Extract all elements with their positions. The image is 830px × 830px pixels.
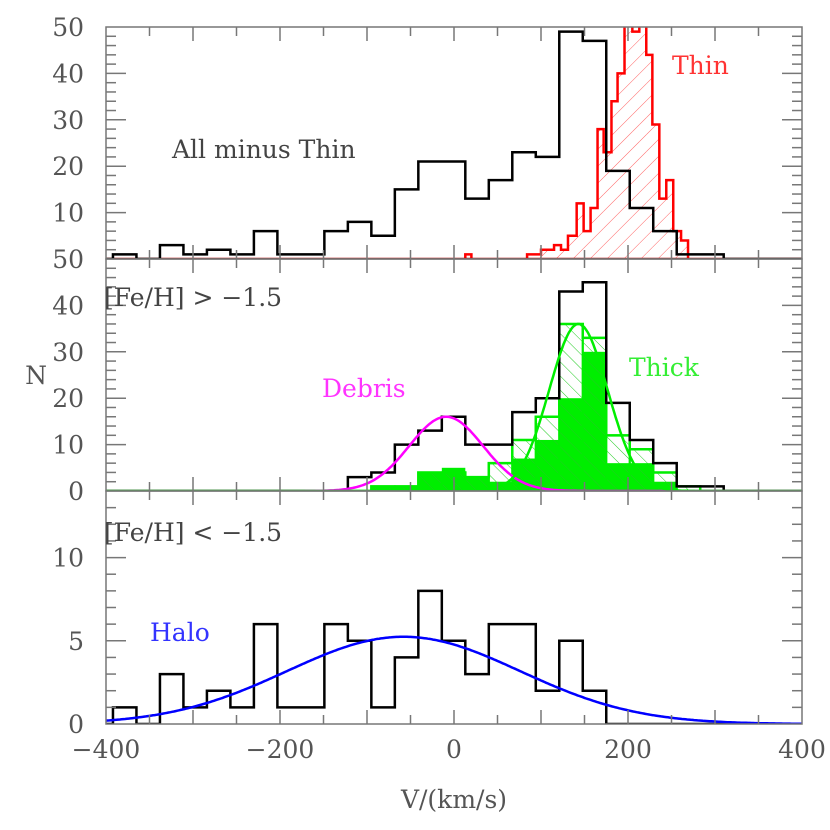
- bar-hatched: [541, 249, 555, 259]
- bar-hatched: [512, 439, 536, 491]
- annotation-debris: Debris: [322, 374, 406, 403]
- bar-hatched: [576, 203, 584, 259]
- histogram-step-all: [106, 589, 802, 724]
- bar-hatched: [567, 235, 577, 259]
- bar-hatched: [582, 337, 607, 491]
- bar-hatched: [629, 449, 654, 491]
- y-tick-label: 5: [68, 627, 84, 656]
- histogram-step-extra: [464, 253, 473, 259]
- y-tick-label: 50: [52, 13, 84, 42]
- histogram-step-all: [106, 280, 802, 491]
- bar-hatched: [597, 129, 604, 259]
- annotation-thin: Thin: [672, 51, 729, 80]
- y-tick-label: 10: [52, 544, 84, 573]
- bar-hatched: [371, 486, 395, 491]
- bar-hatched: [617, 73, 625, 259]
- y-tick-label: 0: [68, 710, 84, 739]
- y-tick-label: 40: [52, 59, 84, 88]
- bar-hatched: [652, 124, 660, 259]
- y-tick-label: 50: [52, 245, 84, 274]
- panel-2: [106, 589, 802, 724]
- bar-hatched: [611, 101, 618, 259]
- bar-hatched: [559, 323, 583, 491]
- gaussian-thick: [106, 322, 802, 491]
- y-tick-label: 10: [52, 199, 84, 228]
- bar-hatched: [590, 207, 598, 259]
- bar-hatched: [465, 477, 489, 491]
- y-tick-label: 40: [52, 291, 84, 320]
- bar-hatched: [554, 245, 562, 259]
- bar-hatched: [603, 152, 612, 259]
- x-tick-label: 0: [446, 735, 462, 764]
- annotation-halo: Halo: [150, 618, 210, 647]
- x-tick-label: −200: [246, 735, 315, 764]
- x-tick-label: 400: [778, 735, 826, 764]
- annotation-feh-high: [Fe/H] > −1.5: [104, 283, 282, 312]
- gaussian-debris: [106, 415, 802, 491]
- bar-hatched: [676, 486, 701, 491]
- y-tick-label: 10: [52, 431, 84, 460]
- x-tick-label: −400: [72, 735, 141, 764]
- gaussian-halo: [106, 635, 802, 724]
- y-tick-label: 0: [68, 477, 84, 506]
- bar-hatched: [418, 472, 442, 491]
- bar-hatched: [561, 249, 568, 259]
- x-tick-label: 200: [604, 735, 652, 764]
- y-tick-label: 20: [52, 384, 84, 413]
- bar-hatched: [681, 240, 689, 259]
- histogram-step-thin: [525, 27, 690, 259]
- y-tick-label: 30: [52, 106, 84, 135]
- histogram-step-thick: [106, 322, 724, 491]
- y-tick-label: 30: [52, 338, 84, 367]
- bar-hatched: [639, 27, 647, 259]
- panel-0: [106, 27, 802, 259]
- bar-hatched: [666, 180, 674, 259]
- annotation-thick: Thick: [629, 353, 700, 382]
- bar-hatched: [527, 254, 541, 259]
- bar-hatched: [535, 416, 560, 491]
- bar-hatched: [583, 231, 591, 259]
- y-axis-label: N: [25, 361, 47, 390]
- bar-hatched: [394, 486, 419, 491]
- x-axis-label: V/(km/s): [400, 785, 507, 814]
- bar-hatched: [659, 198, 667, 259]
- bar-hatched: [632, 31, 640, 259]
- bar-hatched: [606, 435, 630, 491]
- annotation-all-minus-thin: All minus Thin: [171, 135, 356, 164]
- annotation-feh-low: [Fe/H] < −1.5: [104, 518, 282, 547]
- bar-hatched: [646, 54, 653, 259]
- bar-hatched: [624, 27, 633, 259]
- histogram-step-all-minus-thin: [106, 30, 802, 259]
- y-tick-label: 20: [52, 152, 84, 181]
- panel-1: [106, 280, 802, 491]
